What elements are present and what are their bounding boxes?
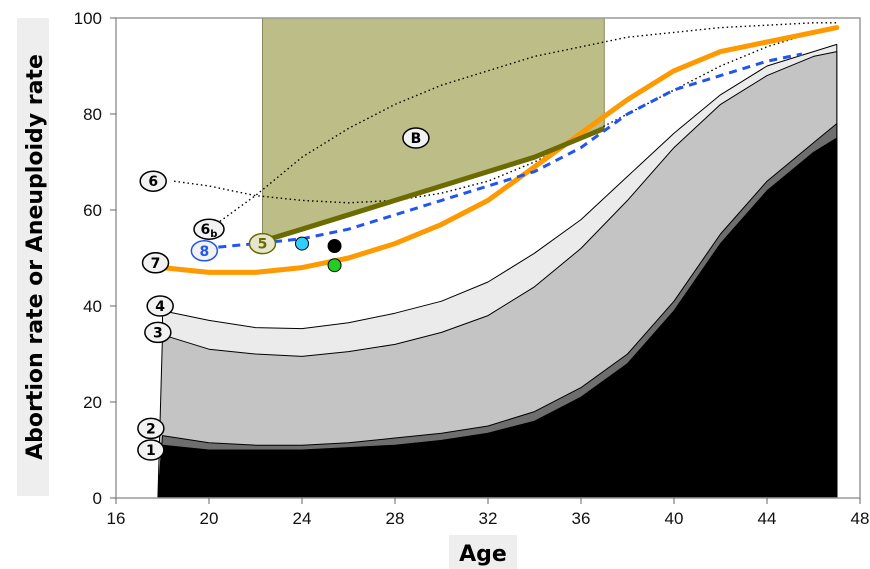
svg-text:3: 3 [153, 325, 163, 341]
x-axis-title-box: Age [449, 535, 517, 569]
svg-text:8: 8 [199, 244, 209, 260]
data-point-2 [327, 239, 342, 253]
series-marker-6: 6 [139, 170, 167, 192]
series-marker-B: B [402, 127, 430, 149]
x-tick-label: 44 [758, 509, 777, 528]
svg-text:2: 2 [146, 421, 156, 437]
x-tick-label: 36 [572, 509, 591, 528]
y-axis-title: Abortion rate or Aneuploidy rate [23, 54, 48, 460]
svg-text:1: 1 [146, 443, 156, 459]
curve-6b [208, 22, 837, 230]
svg-text:4: 4 [155, 299, 165, 315]
x-axis-title: Age [459, 542, 507, 567]
y-tick-label: 0 [93, 489, 102, 508]
x-tick-label: 40 [665, 509, 684, 528]
x-tick-label: 20 [200, 509, 219, 528]
curve-8 [204, 52, 803, 250]
y-tick-label: 100 [74, 9, 102, 28]
y-tick-label: 80 [83, 105, 102, 124]
series-marker-8: 8 [190, 240, 219, 262]
y-tick-label: 40 [83, 297, 102, 316]
series-marker-3: 3 [144, 321, 172, 344]
y-tick-label: 20 [83, 393, 102, 412]
curve-7 [160, 25, 840, 275]
data-point-3 [327, 258, 342, 273]
x-tick-label: 32 [479, 509, 498, 528]
series-marker-5: 5 [248, 232, 277, 255]
x-tick-label: 16 [107, 509, 126, 528]
data-point-1 [295, 236, 309, 251]
y-axis-title-box: Abortion rate or Aneuploidy rate [17, 18, 49, 496]
svg-text:7: 7 [151, 256, 161, 272]
plot-area [157, 18, 840, 498]
svg-text:B: B [411, 131, 422, 147]
svg-text:5: 5 [258, 237, 268, 253]
band-1 [157, 137, 838, 498]
series-marker-2: 2 [137, 417, 165, 440]
x-tick-label: 28 [386, 509, 405, 528]
y-tick-label: 60 [83, 201, 102, 220]
x-tick-label: 48 [851, 509, 870, 528]
svg-text:6: 6 [148, 174, 158, 190]
series-marker-7: 7 [141, 252, 170, 274]
curve-5 [261, 126, 606, 244]
series-marker-1: 1 [137, 439, 165, 461]
x-tick-label: 24 [293, 509, 312, 528]
series-marker-4: 4 [146, 295, 174, 317]
curve-6 [174, 26, 837, 204]
series-marker-6b: 6b [193, 218, 225, 240]
series-markers: 1 2 3 4 7 8 6b 5 6 B [137, 127, 430, 461]
